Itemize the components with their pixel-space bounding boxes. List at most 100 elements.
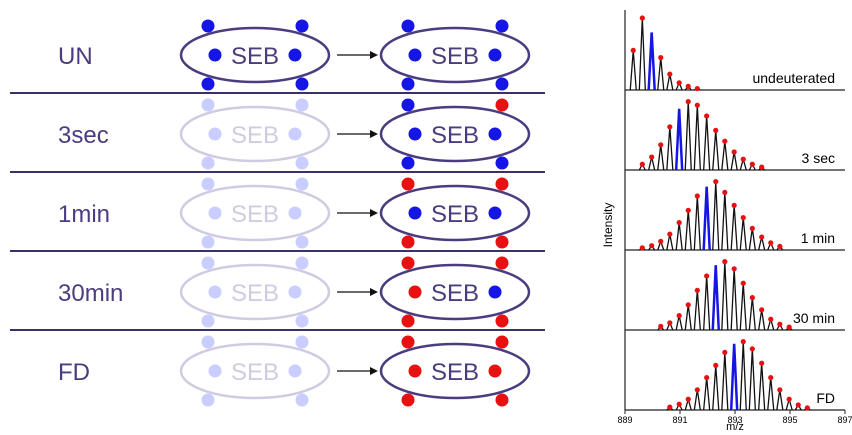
site-dot bbox=[202, 178, 215, 191]
site-dot bbox=[489, 365, 502, 378]
site-dot bbox=[202, 236, 215, 249]
peak bbox=[740, 283, 746, 330]
site-dot bbox=[289, 286, 302, 299]
peak bbox=[704, 276, 710, 330]
peak-dot bbox=[677, 402, 682, 407]
site-dot bbox=[209, 49, 222, 62]
peak bbox=[685, 102, 691, 170]
peak bbox=[722, 262, 728, 330]
peak-dot bbox=[677, 80, 682, 85]
site-dot bbox=[402, 178, 415, 191]
y-axis-label: Intensity bbox=[601, 203, 615, 248]
protein-state: SEB bbox=[181, 99, 329, 170]
figure: Intensity m/z UNSEBSEB3secSEBSEB1minSEBS… bbox=[0, 0, 852, 435]
site-dot bbox=[409, 128, 422, 141]
site-dot bbox=[289, 365, 302, 378]
peak-dot bbox=[768, 317, 773, 322]
site-dot bbox=[296, 394, 309, 407]
arrow-head bbox=[370, 130, 378, 138]
peak-dot bbox=[732, 203, 737, 208]
protein-label: SEB bbox=[431, 280, 479, 307]
peak bbox=[731, 205, 737, 250]
peak bbox=[740, 342, 746, 410]
peak bbox=[749, 349, 755, 410]
site-dot bbox=[296, 20, 309, 33]
peak bbox=[694, 390, 700, 410]
peak-dot bbox=[768, 240, 773, 245]
site-dot bbox=[402, 336, 415, 349]
site-dot bbox=[496, 20, 509, 33]
peak-dot bbox=[750, 162, 755, 167]
site-dot bbox=[202, 336, 215, 349]
peak bbox=[685, 305, 691, 330]
site-dot bbox=[289, 49, 302, 62]
site-dot bbox=[489, 286, 502, 299]
protein-label: SEB bbox=[231, 122, 279, 149]
site-dot bbox=[296, 315, 309, 328]
peak-dot bbox=[658, 142, 663, 147]
site-dot bbox=[496, 178, 509, 191]
row-label: 30min bbox=[58, 280, 123, 307]
protein-label: SEB bbox=[431, 122, 479, 149]
peak-dot bbox=[686, 84, 691, 89]
peak-dot bbox=[704, 273, 709, 278]
peak bbox=[667, 127, 673, 170]
protein-label: SEB bbox=[431, 43, 479, 70]
peak-dot bbox=[667, 72, 672, 77]
site-dot bbox=[296, 336, 309, 349]
site-dot bbox=[402, 78, 415, 91]
peak-dot bbox=[658, 239, 663, 244]
peak-dot bbox=[695, 387, 700, 392]
row-label: FD bbox=[58, 359, 90, 386]
peak-dot bbox=[722, 350, 727, 355]
peak bbox=[639, 18, 645, 90]
protein-state: SEB bbox=[381, 99, 529, 170]
site-dot bbox=[409, 49, 422, 62]
peak bbox=[740, 218, 746, 250]
peak-dot bbox=[777, 387, 782, 392]
site-dot bbox=[409, 286, 422, 299]
peak-dot bbox=[722, 190, 727, 195]
site-dot bbox=[202, 157, 215, 170]
site-dot bbox=[202, 78, 215, 91]
peak-dot bbox=[649, 154, 654, 159]
peak-dot bbox=[759, 361, 764, 366]
peak-dot bbox=[713, 179, 718, 184]
protein-state: SEB bbox=[181, 336, 329, 407]
peak-dot bbox=[741, 339, 746, 344]
spectrum-label: undeuterated bbox=[752, 70, 835, 86]
peak-dot bbox=[722, 259, 727, 264]
spectrum-label: 30 min bbox=[793, 310, 835, 326]
peak-dot bbox=[667, 405, 672, 410]
site-dot bbox=[209, 207, 222, 220]
site-dot bbox=[496, 257, 509, 270]
peak-dot bbox=[750, 226, 755, 231]
site-dot bbox=[202, 20, 215, 33]
peak-dot bbox=[649, 243, 654, 248]
site-dot bbox=[496, 99, 509, 112]
peak bbox=[713, 365, 719, 410]
arrow-head bbox=[370, 367, 378, 375]
site-dot bbox=[496, 336, 509, 349]
peak bbox=[722, 352, 728, 410]
peak bbox=[749, 228, 755, 250]
peak-dot bbox=[695, 288, 700, 293]
peak-dot bbox=[759, 165, 764, 170]
spectrum-label: 1 min bbox=[801, 230, 835, 246]
site-dot bbox=[409, 207, 422, 220]
peak-dot bbox=[677, 313, 682, 318]
peak bbox=[713, 130, 719, 170]
peak-dot bbox=[640, 162, 645, 167]
site-dot bbox=[296, 178, 309, 191]
site-dot bbox=[402, 20, 415, 33]
x-tick-label: 889 bbox=[617, 415, 632, 425]
site-dot bbox=[496, 394, 509, 407]
peak-dot bbox=[741, 215, 746, 220]
peak-dot bbox=[777, 322, 782, 327]
peak-dot bbox=[796, 402, 801, 407]
arrow-head bbox=[370, 209, 378, 217]
peak-dot bbox=[640, 245, 645, 250]
site-dot bbox=[202, 315, 215, 328]
peak-dot bbox=[805, 405, 810, 410]
peak-dot bbox=[658, 55, 663, 60]
